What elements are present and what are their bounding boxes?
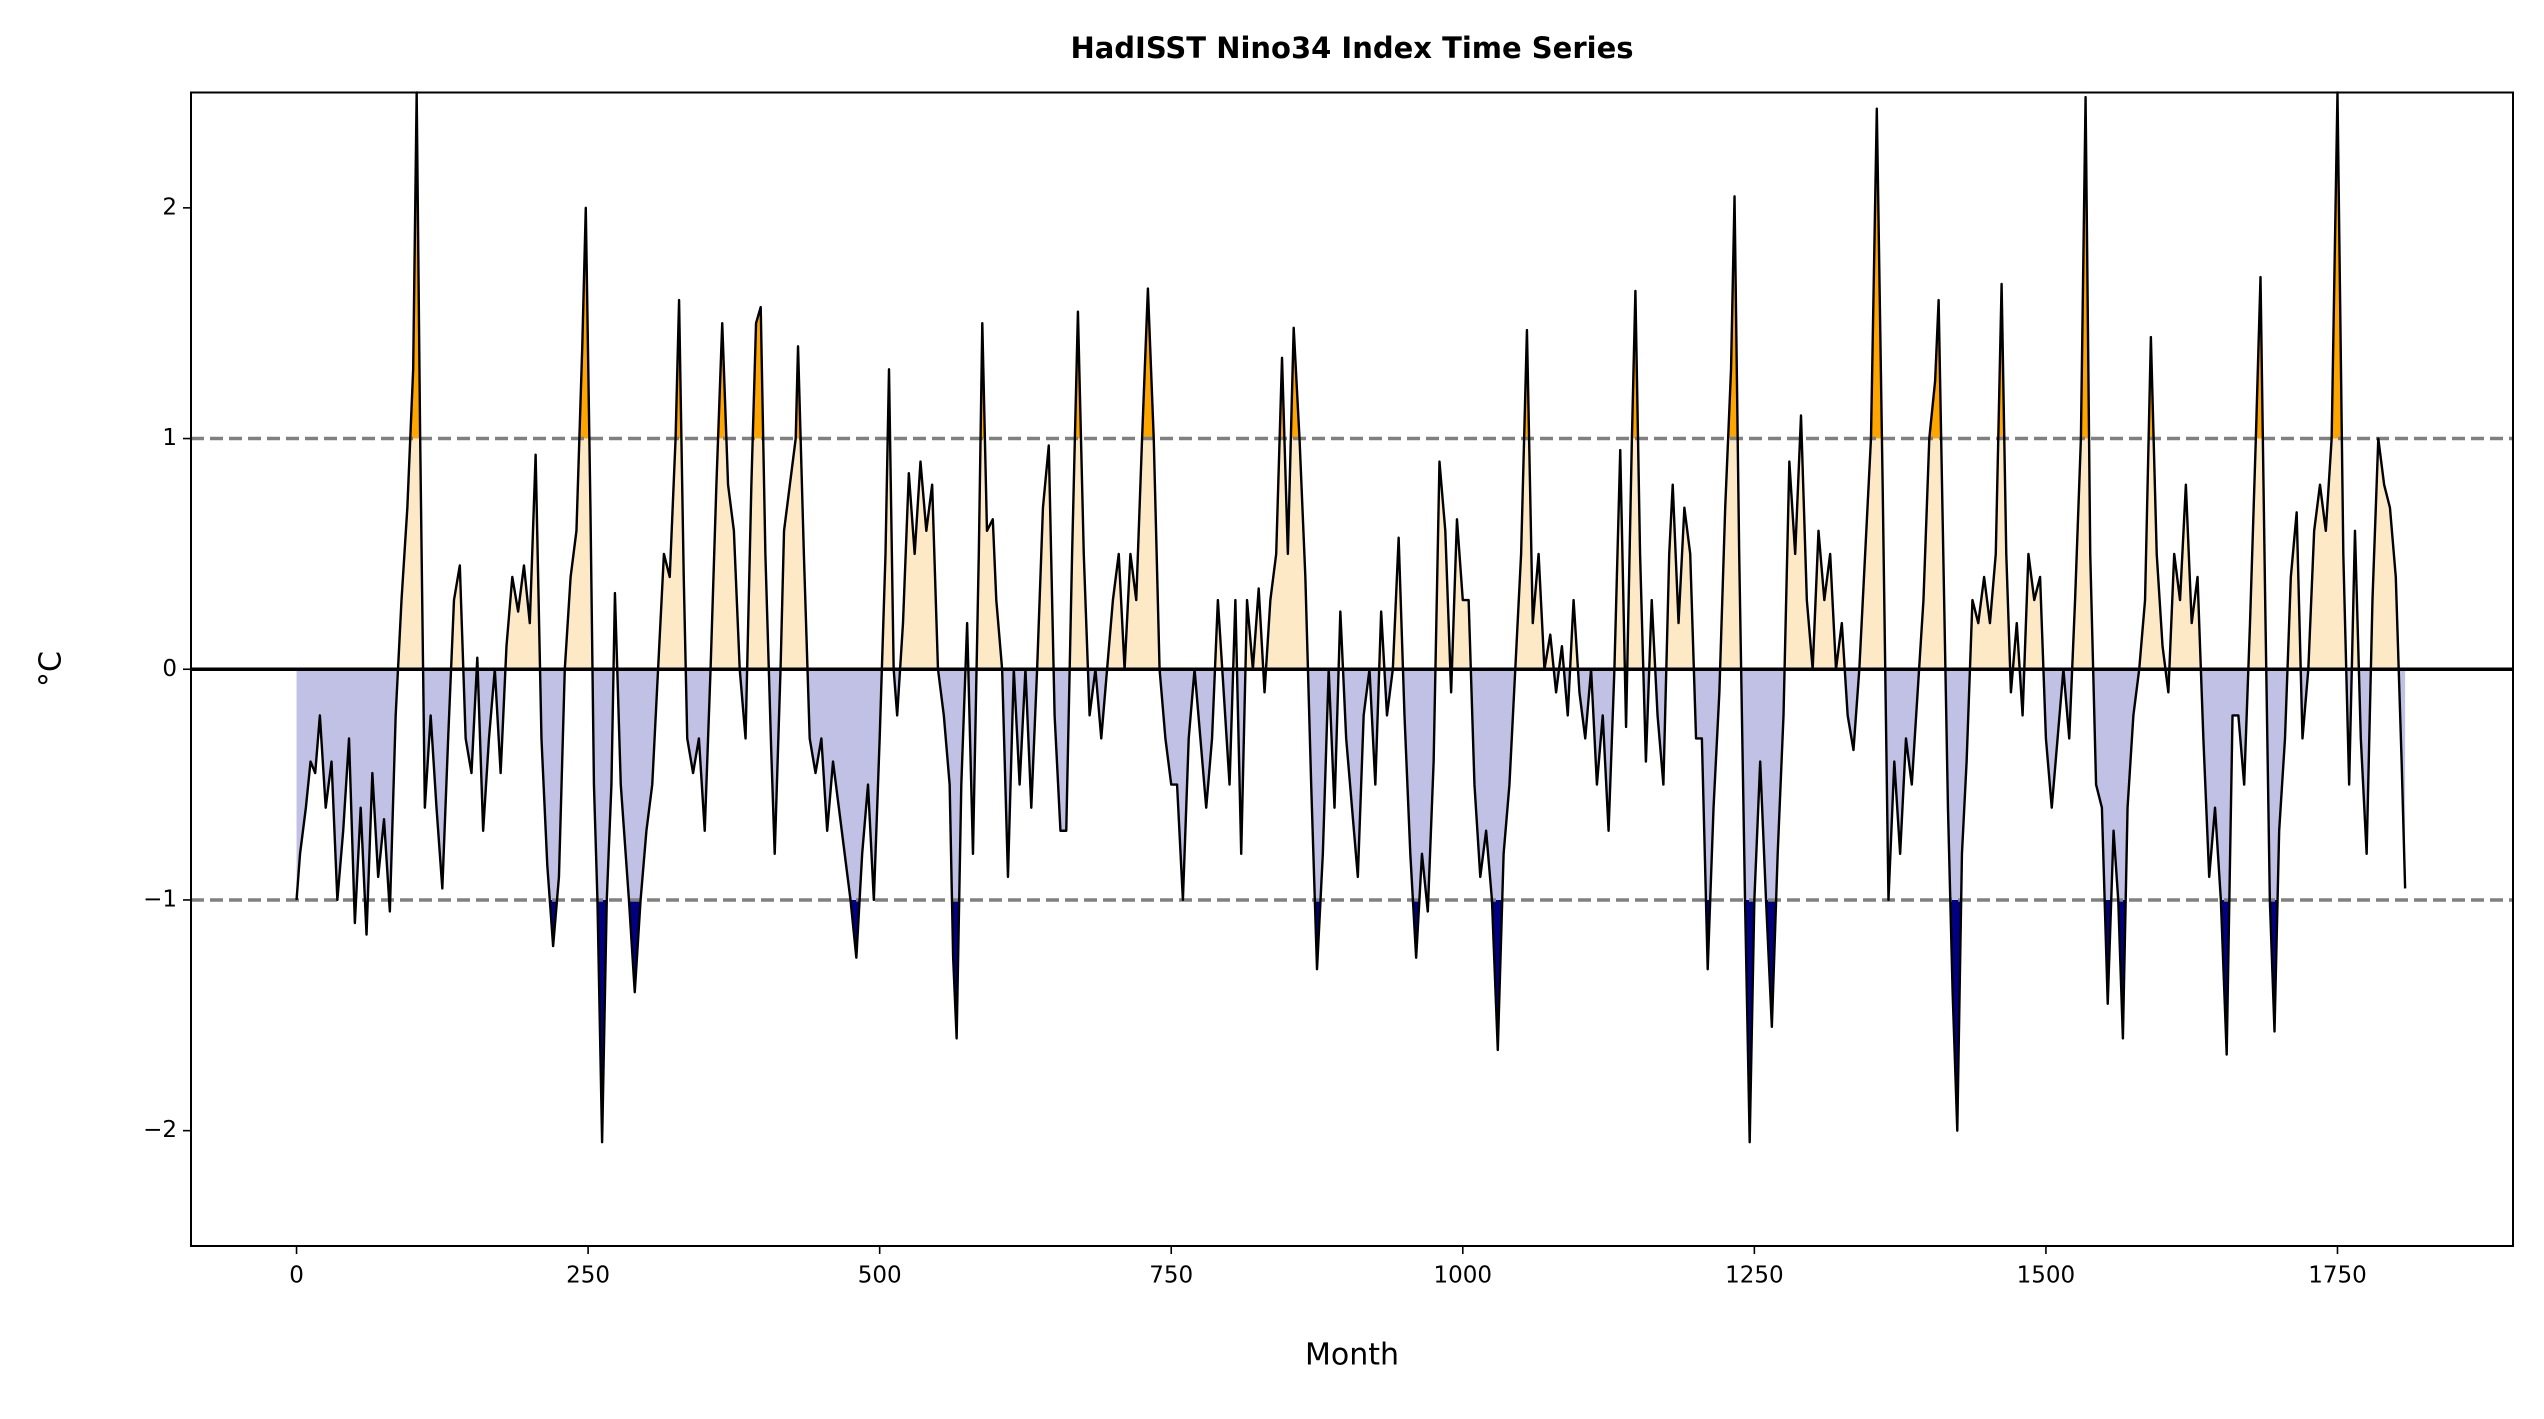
x-tick-label: 1250 (1725, 1263, 1784, 1289)
y-tick-label: −1 (143, 886, 177, 912)
series-line (295, 91, 2407, 1144)
y-tick-label: 0 (162, 656, 177, 682)
x-tick-label: 1750 (2308, 1263, 2367, 1289)
x-tick-label: 750 (1149, 1263, 1193, 1289)
chart-title: HadISST Nino34 Index Time Series (1070, 31, 1633, 65)
x-tick-label: 250 (566, 1263, 610, 1289)
area-fill-above-zero (398, 438, 2399, 670)
x-axis-label: Month (1305, 1338, 1399, 1373)
y-tick-label: −2 (143, 1117, 177, 1143)
x-tick-label: 1500 (2017, 1263, 2076, 1289)
y-axis-label: °C (34, 651, 69, 687)
y-tick-label: 2 (162, 194, 177, 220)
x-tick-label: 1000 (1434, 1263, 1493, 1289)
y-tick-label: 1 (162, 425, 177, 451)
x-tick-label: 500 (858, 1263, 902, 1289)
x-tick-label: 0 (289, 1263, 304, 1289)
